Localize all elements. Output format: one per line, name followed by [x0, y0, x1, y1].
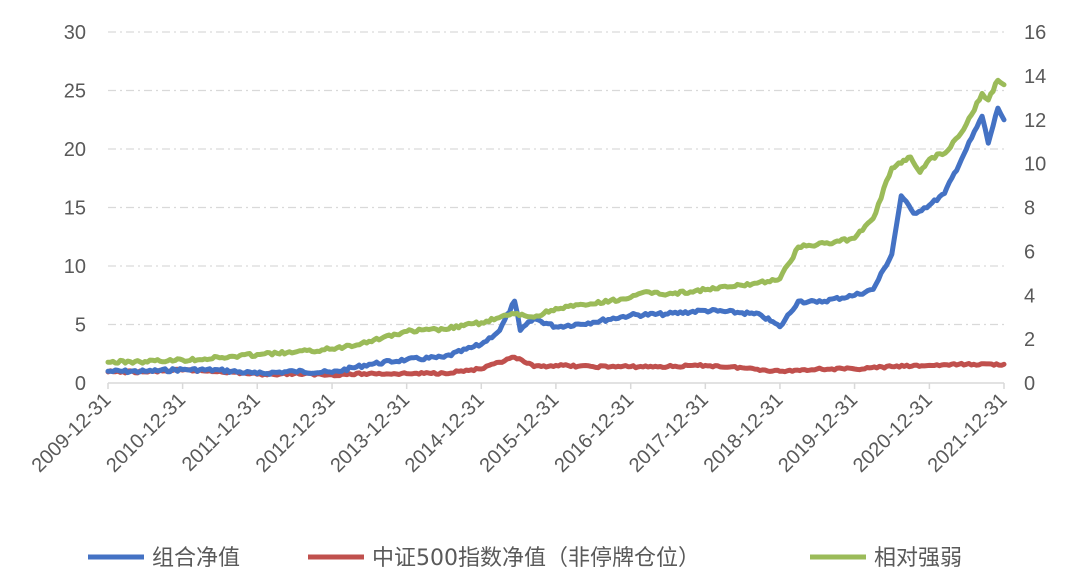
legend: 组合净值 中证500指数净值（非停牌仓位） 相对强弱	[88, 546, 962, 571]
x-tick-label: 2018-12-31	[700, 389, 788, 477]
y-right-tick-label: 4	[1024, 285, 1035, 307]
series-line-0	[105, 105, 1007, 377]
y-right-tick-label: 2	[1024, 329, 1035, 351]
y-left-tick-label: 15	[64, 198, 86, 220]
x-tick-label: 2017-12-31	[625, 389, 713, 477]
legend-label: 中证500指数净值（非停牌仓位）	[372, 546, 700, 571]
gridlines	[108, 31, 1004, 326]
y-right-tick-label: 12	[1024, 110, 1046, 132]
legend-item: 中证500指数净值（非停牌仓位）	[308, 546, 700, 571]
y-left-tick-label: 5	[75, 315, 86, 337]
legend-label: 相对强弱	[874, 546, 962, 571]
y-right-tick-label: 6	[1024, 241, 1035, 263]
x-tick-label: 2010-12-31	[102, 389, 190, 477]
x-tick-label: 2012-12-31	[252, 389, 340, 477]
legend-label: 组合净值	[152, 546, 240, 571]
x-tick-label: 2019-12-31	[774, 389, 862, 477]
y-left-tick-label: 20	[64, 139, 86, 161]
series-line-2	[105, 77, 1007, 366]
x-tick-label: 2020-12-31	[849, 389, 937, 477]
legend-item: 相对强弱	[810, 546, 962, 571]
y-right-tick-label: 8	[1024, 198, 1035, 220]
x-tick-label: 2015-12-31	[476, 389, 564, 477]
x-tick-label: 2009-12-31	[28, 389, 116, 477]
right-y-axis: 0 2 4 6 8 10 12 14 16	[1024, 22, 1046, 395]
y-left-tick-label: 25	[64, 81, 86, 103]
y-right-tick-label: 16	[1024, 22, 1046, 44]
y-right-tick-label: 10	[1024, 154, 1046, 176]
x-tick-label: 2014-12-31	[401, 389, 489, 477]
x-tick-label: 2013-12-31	[326, 389, 414, 477]
series-layer	[105, 77, 1007, 379]
y-right-tick-label: 14	[1024, 66, 1046, 88]
x-tick-label: 2016-12-31	[550, 389, 638, 477]
legend-item: 组合净值	[88, 546, 240, 571]
x-tick-label: 2011-12-31	[178, 389, 265, 476]
x-tick-label: 2021-12-31	[924, 389, 1012, 477]
x-axis: 2009-12-312010-12-312011-12-312012-12-31…	[28, 383, 1012, 477]
left-y-axis: 0 5 10 15 20 25 30	[64, 22, 86, 395]
y-right-tick-label: 0	[1024, 373, 1035, 395]
y-left-tick-label: 0	[75, 373, 86, 395]
y-left-tick-label: 30	[64, 22, 86, 44]
y-left-tick-label: 10	[64, 256, 86, 278]
